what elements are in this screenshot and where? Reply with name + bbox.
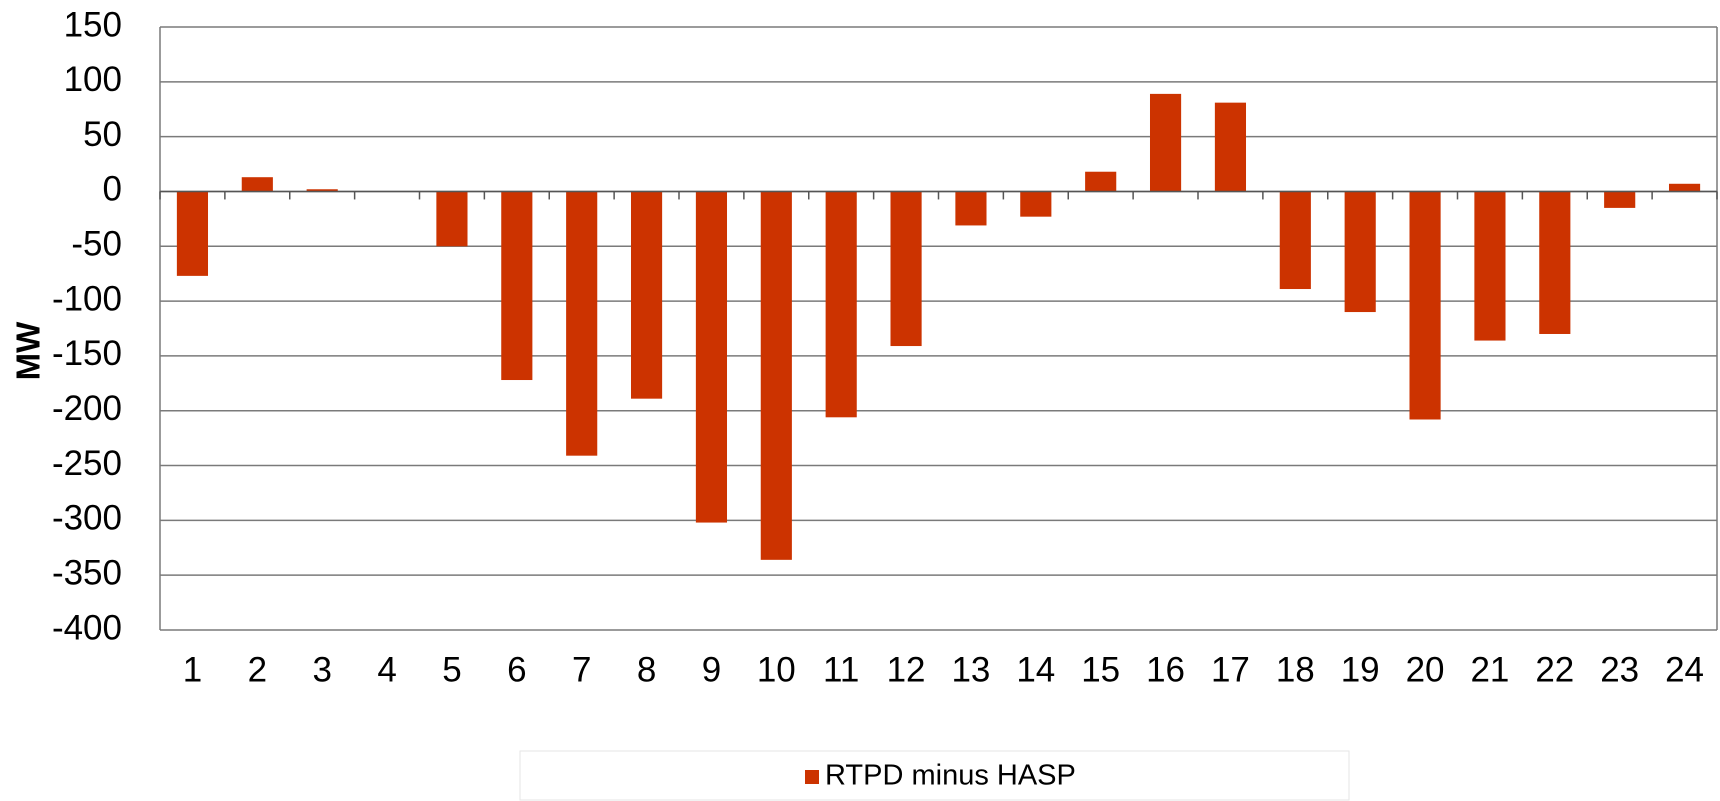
y-tick-label: -50 [71,225,122,264]
bar [1344,191,1376,313]
x-tick-label: 22 [1535,650,1574,689]
bar [1214,102,1247,192]
x-tick-label: 11 [823,650,859,689]
x-tick-label: 24 [1665,650,1704,689]
y-tick-label: 150 [64,5,122,44]
x-tick-label: 7 [572,650,591,689]
x-tick-label: 21 [1470,650,1509,689]
x-tick-label: 1 [183,650,202,689]
x-tick-label: 20 [1406,650,1445,689]
bar [1149,93,1182,192]
y-axis-label: MW [10,321,47,380]
x-tick-label: 9 [702,650,721,689]
bar [760,191,792,560]
bar [241,177,273,192]
y-tick-label: -400 [52,608,122,647]
bar [1085,171,1117,192]
x-tick-label: 18 [1276,650,1315,689]
x-tick-label: 19 [1341,650,1380,689]
bar [630,191,663,399]
bar [825,191,857,418]
x-tick-label: 6 [507,650,526,689]
legend-box [519,750,1350,801]
x-tick-label: 8 [637,650,656,689]
x-tick-label: 15 [1081,650,1120,689]
bar [1020,191,1052,217]
bar [1409,191,1441,420]
bar [1279,191,1311,290]
x-tick-label: 3 [312,650,331,689]
legend-swatch [805,770,819,784]
bar [306,189,338,192]
bar [1539,191,1571,334]
x-tick-label: 14 [1016,650,1055,689]
bar [1668,183,1701,192]
y-tick-label: -100 [52,279,122,318]
x-tick-label: 12 [887,650,926,689]
bar [1604,191,1636,208]
bar [955,191,987,226]
y-tick-label: 100 [64,60,122,99]
bar [1474,191,1506,341]
x-tick-label: 17 [1211,650,1250,689]
x-tick-label: 4 [377,650,396,689]
y-tick-label: -150 [52,334,122,373]
x-tick-label: 5 [442,650,461,689]
bar [501,191,533,381]
bar [566,191,598,456]
x-tick-label: 23 [1600,650,1639,689]
x-tick-label: 16 [1146,650,1185,689]
y-tick-label: -250 [52,444,122,483]
y-tick-label: -300 [52,499,122,538]
x-tick-label: 10 [757,650,796,689]
bar [890,191,922,347]
bar [695,191,728,523]
legend-label: RTPD minus HASP [825,760,1076,792]
y-tick-label: -200 [52,389,122,428]
y-tick-label: 0 [103,170,122,209]
x-tick-label: 2 [248,650,267,689]
bar [176,191,209,276]
y-tick-label: 50 [83,115,122,154]
bar [436,191,468,247]
x-tick-label: 13 [951,650,990,689]
y-tick-label: -350 [52,553,122,592]
